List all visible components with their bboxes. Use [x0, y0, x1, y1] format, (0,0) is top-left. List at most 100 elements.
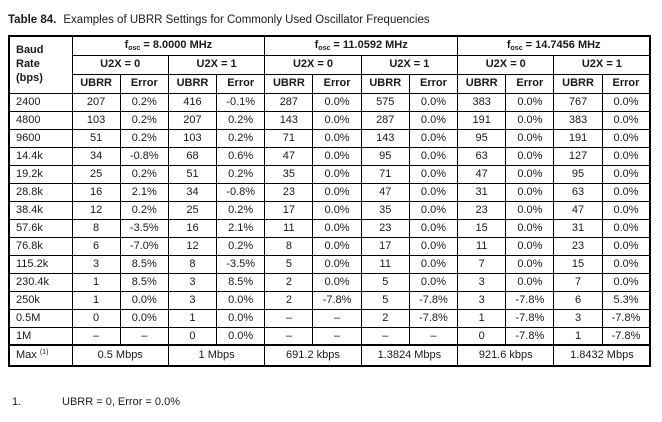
ubrr-value-cell: 2 — [264, 290, 314, 310]
ubrr-value-cell: 287 — [264, 92, 314, 112]
error-value-cell: 0.0% — [408, 200, 459, 220]
error-value-cell: 0.0% — [601, 164, 651, 184]
error-value-cell: 2.1% — [119, 182, 169, 202]
table-max-section: Max (1) 0.5 Mbps 1 Mbps 691.2 kbps 1.382… — [8, 344, 651, 367]
error-value-cell: 0.2% — [216, 128, 266, 148]
u2x0-header: U2X = 0 — [457, 54, 555, 75]
ubrr-value-cell: 5 — [360, 272, 410, 292]
ubrr-value-cell: 191 — [457, 110, 507, 130]
error-value-cell: -0.8% — [119, 146, 169, 166]
error-value-cell: – — [408, 326, 459, 346]
baud-rate-cell: 250k — [8, 290, 73, 310]
max-label: Max — [16, 349, 40, 362]
fosc-value: = 8.0000 MHz — [143, 38, 213, 51]
error-value-cell: -7.0% — [119, 236, 169, 256]
ubrr-value-cell: 1 — [167, 308, 218, 328]
table-row: 19.2k 25 0.2% 51 0.2% 35 0.0% 71 0.0% 47 0.0% 95 0.0… — [8, 164, 651, 184]
ubrr-value-cell: 31 — [553, 218, 603, 238]
error-value-cell: – — [312, 326, 362, 346]
ubrr-value-cell: 5 — [360, 290, 410, 310]
error-value-cell: 0.2% — [119, 110, 169, 130]
ubrr-value-cell: 23 — [264, 182, 314, 202]
error-value-cell: 8.5% — [216, 272, 266, 292]
error-value-cell: 8.5% — [119, 272, 169, 292]
table-row: 9600 51 0.2% 103 0.2% 71 0.0% 143 0.0% 95 0.0% 191 0… — [8, 128, 651, 148]
error-value-cell: 0.2% — [119, 164, 169, 184]
ubrr-value-cell: 8 — [167, 254, 218, 274]
error-value-cell: 0.0% — [601, 128, 651, 148]
error-col-header: Error — [216, 73, 266, 94]
error-value-cell: 0.0% — [505, 236, 555, 256]
error-value-cell: 0.0% — [601, 218, 651, 238]
baud-rate-cell: 14.4k — [8, 146, 73, 166]
table-row: 76.8k 6 -7.0% 12 0.2% 8 0.0% 17 0.0% 11 0.0% 23 0.0% — [8, 236, 651, 256]
max-speed-cell: 1.3824 Mbps — [360, 344, 459, 367]
error-value-cell: 5.3% — [601, 290, 651, 310]
max-speed-cell: 0.5 Mbps — [71, 344, 169, 367]
table-number-label: Table 84. — [8, 14, 57, 26]
error-col-header: Error — [312, 73, 362, 94]
error-value-cell: 0.0% — [312, 200, 362, 220]
error-value-cell: 0.0% — [216, 308, 266, 328]
error-col-header: Error — [505, 73, 555, 94]
error-value-cell: 8.5% — [119, 254, 169, 274]
error-value-cell: -7.8% — [408, 290, 459, 310]
baud-rate-cell: 115.2k — [8, 254, 73, 274]
fosc-value: = 11.0592 MHz — [333, 38, 408, 51]
error-value-cell: – — [119, 326, 169, 346]
ubrr-value-cell: 0 — [457, 326, 507, 346]
ubrr-value-cell: 207 — [167, 110, 218, 130]
error-value-cell: 0.2% — [119, 128, 169, 148]
ubrr-value-cell: 47 — [553, 200, 603, 220]
error-value-cell: 0.0% — [408, 272, 459, 292]
ubrr-value-cell: – — [264, 308, 314, 328]
fosc-symbol: f — [314, 38, 319, 51]
error-value-cell: 0.0% — [601, 146, 651, 166]
ubrr-value-cell: 3 — [553, 308, 603, 328]
ubrr-value-cell: 103 — [71, 110, 121, 130]
error-value-cell: -0.8% — [216, 182, 266, 202]
fosc-group-header-14mhz: fosc = 14.7456 MHz — [457, 35, 651, 56]
error-value-cell: 0.0% — [408, 128, 459, 148]
baud-rate-cell: 57.6k — [8, 218, 73, 238]
header-row-fosc: Baud Rate (bps) fosc = 8.0000 MHz fosc =… — [8, 35, 651, 94]
error-value-cell: 0.0% — [312, 182, 362, 202]
baud-rate-cell: 28.8k — [8, 182, 73, 202]
error-value-cell: 0.0% — [505, 110, 555, 130]
table-row: 230.4k 1 8.5% 3 8.5% 2 0.0% 5 0.0% 3 0.0% 7 0.0% — [8, 272, 651, 292]
error-value-cell: 0.0% — [505, 164, 555, 184]
max-label-cell: Max (1) — [8, 344, 73, 367]
error-value-cell: 0.0% — [601, 182, 651, 202]
ubrr-col-header: UBRR — [360, 73, 410, 94]
ubrr-value-cell: 3 — [457, 272, 507, 292]
table-row: 0.5M 0 0.0% 1 0.0% – –2 -7.8% 1 -7.8% 3 -7.8% — [8, 308, 651, 328]
ubrr-value-cell: 103 — [167, 128, 218, 148]
ubrr-value-cell: 3 — [71, 254, 121, 274]
error-value-cell: 0.0% — [312, 92, 362, 112]
ubrr-value-cell: 575 — [360, 92, 410, 112]
error-value-cell: 0.0% — [119, 290, 169, 310]
table-row: 28.8k 16 2.1% 34 -0.8% 23 0.0% 47 0.0% 31 0.0% 63 0.… — [8, 182, 651, 202]
ubrr-value-cell: 31 — [457, 182, 507, 202]
ubrr-value-cell: 16 — [167, 218, 218, 238]
ubrr-value-cell: 3 — [457, 290, 507, 310]
ubrr-value-cell: 17 — [360, 236, 410, 256]
ubrr-value-cell: 5 — [264, 254, 314, 274]
u2x0-header: U2X = 0 — [71, 54, 169, 75]
ubrr-value-cell: 35 — [264, 164, 314, 184]
error-value-cell: 0.0% — [408, 218, 459, 238]
ubrr-value-cell: 8 — [71, 218, 121, 238]
error-value-cell: 0.0% — [601, 236, 651, 256]
fosc-symbol: f — [124, 38, 129, 51]
error-value-cell: 0.0% — [601, 200, 651, 220]
ubrr-value-cell: 6 — [553, 290, 603, 310]
baud-rate-cell: 230.4k — [8, 272, 73, 292]
error-value-cell: 0.0% — [408, 236, 459, 256]
ubrr-value-cell: 47 — [457, 164, 507, 184]
ubrr-value-cell: 0 — [71, 308, 121, 328]
ubrr-value-cell: 1 — [457, 308, 507, 328]
error-value-cell: 0.2% — [216, 200, 266, 220]
ubrr-value-cell: 1 — [553, 326, 603, 346]
error-value-cell: 0.0% — [601, 254, 651, 274]
ubrr-value-cell: 15 — [553, 254, 603, 274]
